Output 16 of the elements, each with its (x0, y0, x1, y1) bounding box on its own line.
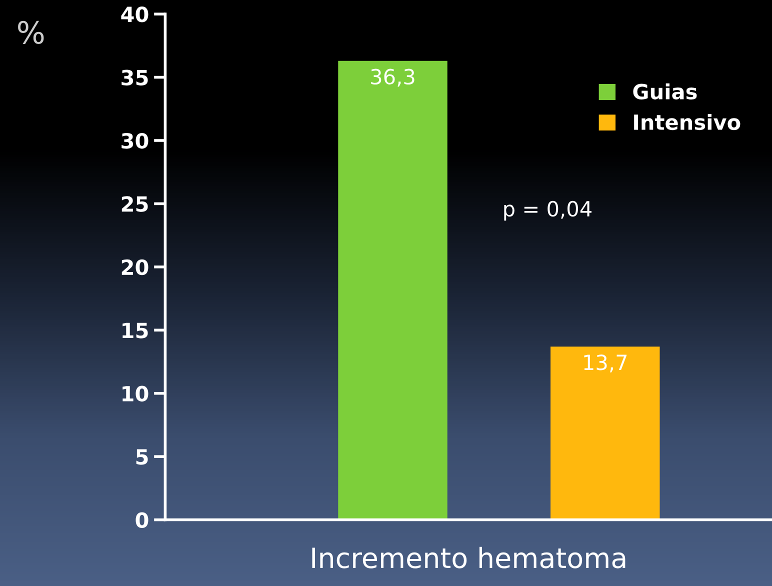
y-tick-label: 25 (122, 196, 148, 212)
y-tick-label: 10 (122, 386, 148, 402)
y-tick-label: 0 (136, 512, 148, 528)
y-tick-label: 5 (136, 449, 148, 465)
annotation: p = 0,04 (504, 200, 592, 221)
y-tick-label: 35 (122, 70, 148, 86)
y-axis-title: % (18, 20, 44, 44)
y-tick-label: 30 (122, 132, 148, 149)
data-label: 36,3 (371, 68, 414, 87)
x-axis-title: Incremento hematoma (312, 546, 626, 568)
legend-label: Intensivo (634, 114, 740, 130)
y-tick-label: 40 (121, 6, 148, 22)
y-tick-label: 20 (122, 259, 148, 276)
data-label: 13,7 (584, 354, 627, 372)
y-tick-label: 15 (122, 322, 148, 338)
legend-label: Guias (633, 83, 697, 100)
